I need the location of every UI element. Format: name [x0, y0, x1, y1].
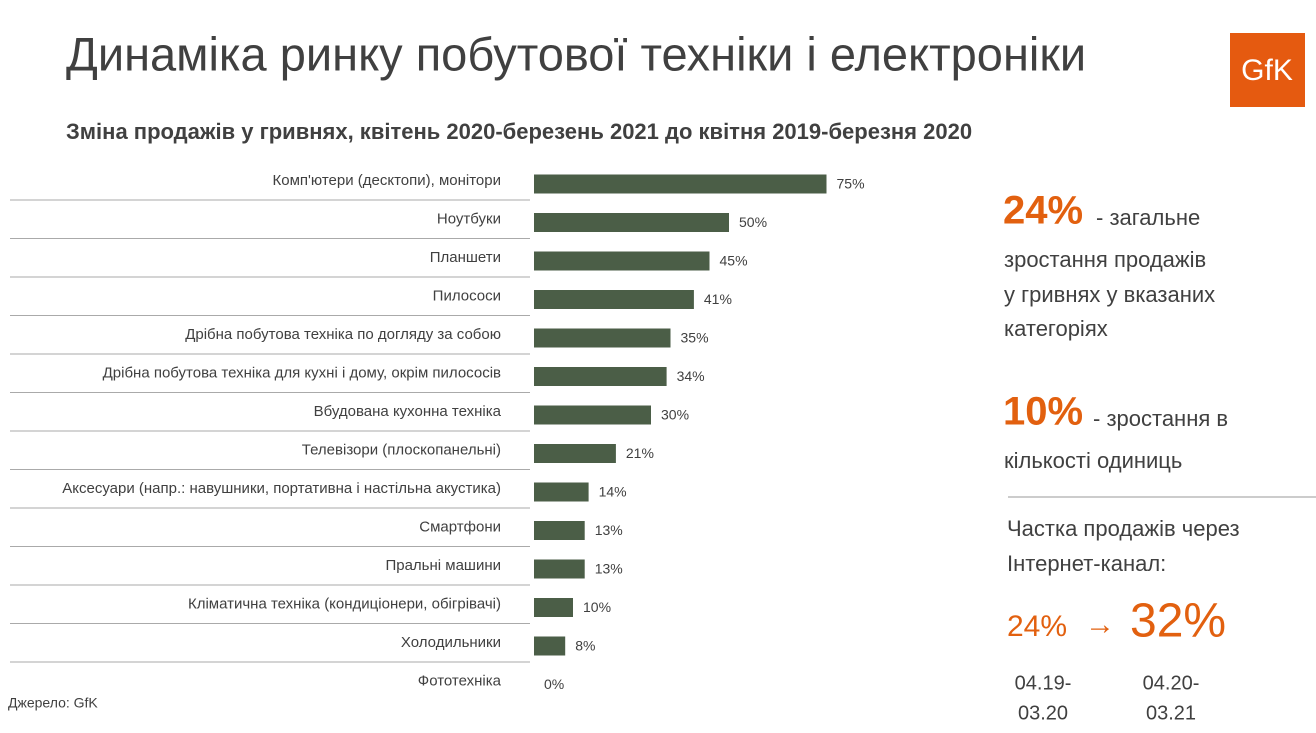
- bar: [534, 444, 616, 463]
- units-value: 10%: [1003, 390, 1083, 434]
- total-text: - загальне: [1096, 205, 1200, 230]
- category-label: Планшети: [430, 249, 501, 266]
- total-text: категоріях: [1004, 316, 1108, 341]
- online-from: 24%: [1007, 610, 1067, 643]
- value-label: 30%: [661, 407, 689, 423]
- value-label: 10%: [583, 599, 611, 615]
- category-label: Вбудована кухонна техніка: [314, 403, 502, 420]
- total-text: у гривнях у вказаних: [1004, 282, 1215, 307]
- value-label: 34%: [677, 368, 705, 384]
- category-label: Аксесуари (напр.: навушники, портативна …: [62, 480, 501, 497]
- value-label: 45%: [720, 253, 748, 269]
- bar: [534, 213, 729, 232]
- value-label: 13%: [595, 522, 623, 538]
- category-label: Пилососи: [433, 287, 501, 304]
- period: 04.20-: [1143, 672, 1200, 694]
- bar: [534, 521, 585, 540]
- bar: [534, 290, 694, 309]
- bar: [534, 636, 566, 656]
- bar: [534, 328, 671, 348]
- value-label: 35%: [681, 330, 709, 346]
- logo: GfK: [1241, 54, 1293, 87]
- category-label: Кліматична техніка (кондиціонери, обігрі…: [188, 595, 501, 612]
- period: 04.19-: [1015, 672, 1072, 694]
- category-label: Дрібна побутова техніка по догляду за со…: [185, 326, 501, 343]
- slide-title: Динаміка ринку побутової техніки і елект…: [66, 27, 1086, 80]
- online-to: 32%: [1130, 595, 1226, 648]
- period: 03.20: [1018, 702, 1068, 724]
- total-text: зростання продажів: [1004, 247, 1206, 272]
- value-label: 8%: [575, 638, 595, 654]
- category-label: Ноутбуки: [437, 210, 501, 227]
- value-label: 14%: [599, 484, 627, 500]
- source: Джерело: GfK: [8, 695, 98, 711]
- value-label: 13%: [595, 561, 623, 577]
- bar: [534, 405, 651, 425]
- category-label: Пральні машини: [385, 557, 501, 574]
- chart-subtitle: Зміна продажів у гривнях, квітень 2020-б…: [66, 119, 972, 144]
- logo-box: [1230, 33, 1305, 107]
- units-text: кількості одиниць: [1004, 448, 1182, 473]
- value-label: 0%: [544, 676, 564, 692]
- value-label: 75%: [837, 176, 865, 192]
- period: 03.21: [1146, 702, 1196, 724]
- bar: [534, 174, 827, 194]
- units-text: - зростання в: [1093, 406, 1228, 431]
- total-value: 24%: [1003, 189, 1083, 233]
- category-label: Холодильники: [401, 634, 501, 651]
- online-title: Інтернет-канал:: [1007, 551, 1166, 576]
- value-label: 41%: [704, 291, 732, 307]
- bar: [534, 482, 589, 502]
- category-label: Фототехніка: [418, 672, 502, 689]
- bar: [534, 598, 573, 617]
- category-label: Телевізори (плоскопанельні): [302, 441, 501, 458]
- bar: [534, 367, 667, 386]
- category-label: Дрібна побутова техніка для кухні і дому…: [103, 364, 501, 381]
- online-title: Частка продажів через: [1007, 516, 1240, 541]
- category-label: Комп'ютери (десктопи), монітори: [273, 172, 501, 189]
- arrow: →: [1085, 608, 1115, 641]
- bar: [534, 251, 710, 271]
- category-label: Смартфони: [419, 518, 501, 535]
- bar: [534, 559, 585, 579]
- value-label: 50%: [739, 214, 767, 230]
- value-label: 21%: [626, 445, 654, 461]
